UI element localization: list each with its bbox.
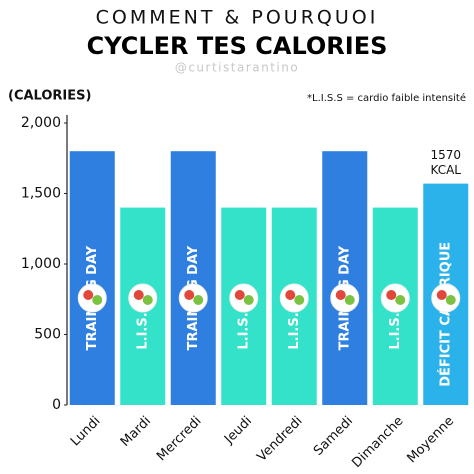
- bar-label: L.I.S.S: [135, 303, 150, 350]
- food: [142, 295, 153, 305]
- x-tick-label: Lundi: [68, 414, 104, 450]
- plate-icon: [431, 283, 461, 313]
- chart-title: COMMENT & POURQUOI: [96, 7, 379, 29]
- plate-icon: [229, 283, 259, 313]
- bar-label: L.I.S.S: [388, 303, 403, 350]
- x-tick-label: Vendredi: [254, 414, 305, 465]
- bar-label: L.I.S.S: [287, 303, 302, 350]
- y-axis-label: (CALORIES): [8, 89, 91, 104]
- food: [285, 290, 296, 300]
- plate-icon: [178, 283, 208, 313]
- bar-label: DÉFICIT CALORIQUE: [437, 242, 453, 387]
- plate-icon: [128, 283, 158, 313]
- food: [335, 290, 346, 300]
- x-tick-label: Jeudi: [221, 414, 255, 448]
- food: [436, 290, 447, 300]
- y-tick-label: 500: [34, 327, 61, 343]
- handle: @curtistarantino: [175, 61, 299, 75]
- food: [395, 295, 406, 305]
- food: [386, 290, 397, 300]
- bar: [69, 151, 115, 405]
- food: [344, 295, 355, 305]
- annotation: *L.I.S.S = cardio faible intensité: [307, 92, 466, 104]
- food: [193, 295, 204, 305]
- bar: [170, 151, 216, 405]
- value-label: 1570 KCAL: [430, 147, 462, 177]
- y-tick-label: 2,000: [21, 115, 61, 131]
- food: [243, 295, 254, 305]
- x-tick-label: Mercredi: [154, 414, 204, 464]
- y-tick-label: 0: [52, 397, 61, 413]
- x-tick-label: Moyenne: [404, 414, 457, 467]
- chart-subtitle: CYCLER TES CALORIES: [87, 32, 388, 60]
- plate-icon: [77, 283, 107, 313]
- food: [294, 295, 305, 305]
- food: [445, 295, 456, 305]
- plate-icon: [380, 283, 410, 313]
- y-tick-label: 1,500: [21, 186, 61, 202]
- x-tick-label: Samedi: [311, 414, 356, 459]
- food: [184, 290, 195, 300]
- bar-label: L.I.S.S: [236, 303, 251, 350]
- plate-icon: [330, 283, 360, 313]
- bar: [322, 151, 368, 405]
- food: [92, 295, 103, 305]
- food: [83, 290, 94, 300]
- x-tick-label: Dimanche: [349, 414, 406, 471]
- y-tick-label: 1,000: [21, 256, 61, 272]
- food: [234, 290, 245, 300]
- x-tick-label: Mardi: [118, 414, 154, 450]
- plate-icon: [279, 283, 309, 313]
- food: [133, 290, 144, 300]
